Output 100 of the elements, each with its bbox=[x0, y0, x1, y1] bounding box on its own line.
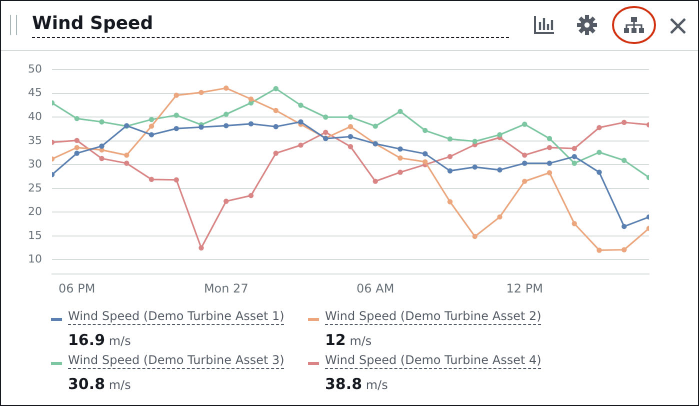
point bbox=[198, 90, 204, 96]
legend-label: Wind Speed (Demo Turbine Asset 3) bbox=[68, 353, 284, 369]
y-tick-label: 45 bbox=[28, 86, 42, 100]
point bbox=[224, 112, 229, 117]
point bbox=[298, 119, 304, 124]
point bbox=[273, 124, 278, 130]
point bbox=[422, 151, 428, 156]
y-tick-label: 20 bbox=[28, 205, 42, 218]
point bbox=[472, 234, 478, 240]
point bbox=[348, 144, 354, 150]
point bbox=[348, 114, 354, 120]
point bbox=[174, 112, 179, 118]
point bbox=[422, 159, 428, 164]
point bbox=[248, 96, 254, 102]
point bbox=[124, 160, 130, 166]
point bbox=[622, 120, 627, 125]
point bbox=[472, 138, 478, 144]
chart-title: Wind Speed bbox=[32, 13, 509, 38]
point bbox=[522, 160, 528, 166]
x-tick-label: 06 PM bbox=[58, 281, 96, 296]
point bbox=[74, 150, 80, 156]
point bbox=[99, 156, 104, 162]
point bbox=[572, 160, 577, 166]
point bbox=[198, 245, 204, 250]
point bbox=[323, 130, 328, 135]
point bbox=[522, 178, 528, 184]
point bbox=[546, 144, 552, 150]
point bbox=[622, 158, 627, 163]
point bbox=[348, 134, 354, 140]
point bbox=[298, 102, 304, 108]
point bbox=[522, 122, 528, 127]
text: 38.8 m/s bbox=[325, 375, 388, 393]
point bbox=[497, 132, 502, 138]
point bbox=[224, 123, 229, 128]
point bbox=[472, 164, 478, 170]
point bbox=[546, 170, 552, 176]
x-tick-label: 12 PM bbox=[506, 281, 543, 296]
point bbox=[572, 154, 577, 160]
point bbox=[248, 192, 254, 198]
point bbox=[148, 176, 154, 182]
point bbox=[546, 160, 552, 166]
point bbox=[497, 167, 502, 172]
point bbox=[447, 154, 453, 160]
legend-label: Wind Speed (Demo Turbine Asset 1) bbox=[68, 309, 284, 325]
point bbox=[447, 136, 453, 142]
x-tick-label: 06 AM bbox=[356, 281, 394, 296]
point bbox=[224, 86, 229, 91]
text: 30.8 m/s bbox=[68, 375, 131, 393]
point bbox=[298, 142, 304, 148]
point bbox=[596, 150, 602, 155]
y-tick-label: 50 bbox=[28, 62, 42, 76]
point bbox=[124, 152, 130, 158]
point bbox=[398, 155, 403, 161]
point bbox=[398, 170, 403, 175]
y-tick-label: 10 bbox=[28, 252, 42, 266]
point bbox=[174, 126, 179, 132]
point bbox=[622, 224, 627, 230]
point bbox=[148, 116, 154, 122]
point bbox=[74, 116, 80, 122]
point bbox=[224, 198, 229, 204]
point bbox=[248, 121, 254, 126]
point bbox=[398, 146, 403, 152]
y-tick-label: 40 bbox=[28, 110, 42, 123]
point bbox=[198, 124, 204, 130]
point bbox=[74, 138, 80, 144]
point bbox=[572, 221, 577, 226]
point bbox=[572, 146, 577, 152]
point bbox=[174, 92, 179, 98]
point bbox=[372, 178, 378, 184]
point bbox=[323, 114, 328, 120]
point bbox=[497, 214, 502, 220]
text: 12 m/s bbox=[325, 331, 372, 349]
point bbox=[99, 144, 104, 149]
point bbox=[422, 128, 428, 134]
point bbox=[148, 124, 154, 129]
point bbox=[273, 108, 278, 114]
point bbox=[522, 152, 528, 158]
y-tick-label: 15 bbox=[28, 228, 42, 242]
point bbox=[596, 124, 602, 130]
legend-label: Wind Speed (Demo Turbine Asset 2) bbox=[325, 309, 542, 325]
point bbox=[273, 150, 278, 156]
point bbox=[372, 124, 378, 129]
point bbox=[348, 124, 354, 130]
point bbox=[99, 119, 104, 124]
y-tick-label: 25 bbox=[28, 181, 42, 194]
point bbox=[273, 86, 278, 92]
point bbox=[546, 136, 552, 142]
point bbox=[596, 248, 602, 253]
x-tick-label: Mon 27 bbox=[204, 281, 248, 296]
point bbox=[398, 108, 403, 114]
y-tick-label: 30 bbox=[28, 158, 42, 171]
point bbox=[447, 168, 453, 174]
point bbox=[622, 247, 627, 252]
point bbox=[74, 144, 80, 150]
point bbox=[447, 199, 453, 204]
point bbox=[174, 177, 179, 182]
text: 16.9 m/s bbox=[68, 331, 131, 349]
y-tick-label: 35 bbox=[28, 134, 42, 147]
legend-label: Wind Speed (Demo Turbine Asset 4) bbox=[325, 353, 542, 369]
point bbox=[596, 170, 602, 175]
